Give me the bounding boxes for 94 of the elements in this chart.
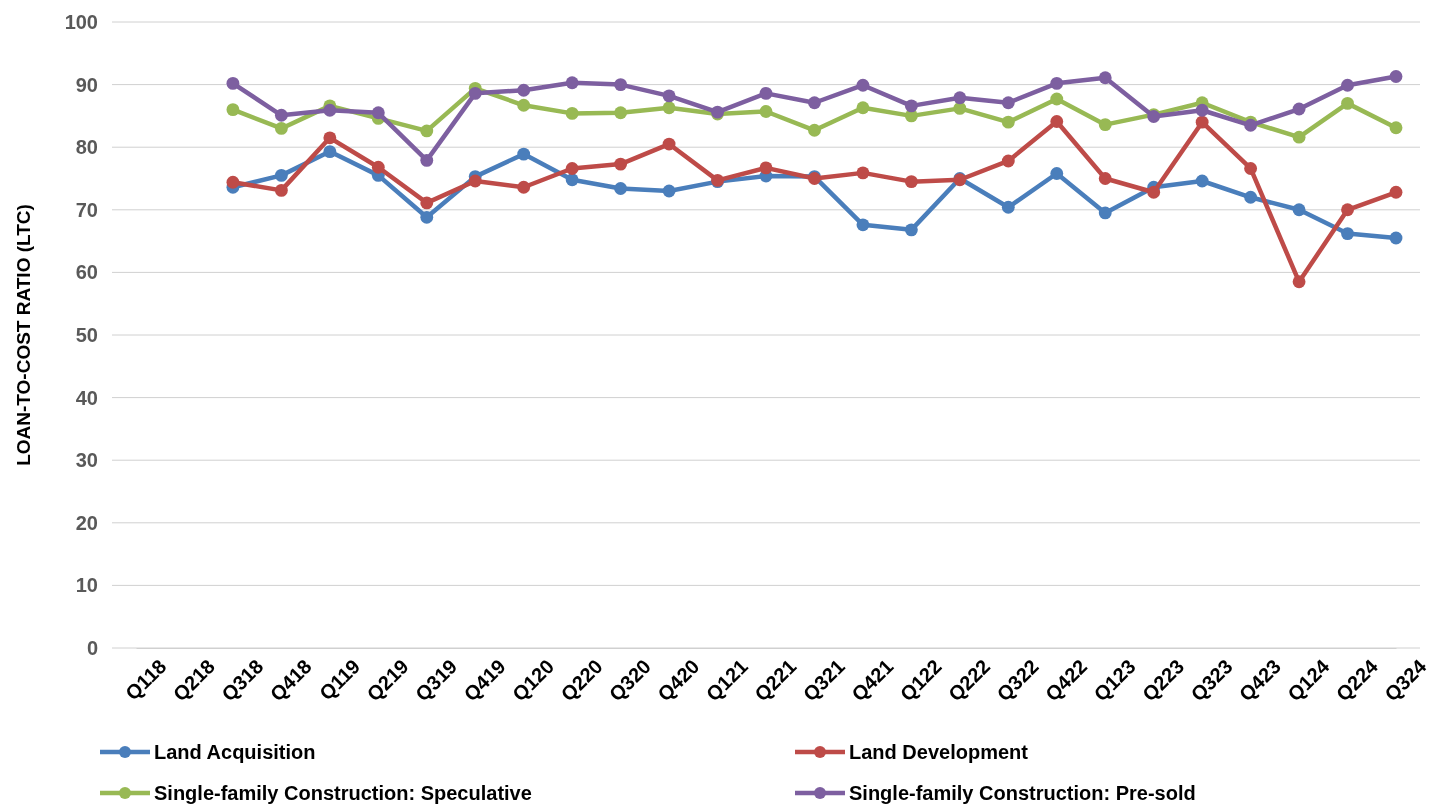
point: [420, 210, 434, 224]
y-tick-label: 50: [75, 323, 98, 346]
point: [856, 218, 870, 232]
point: [1341, 203, 1354, 217]
point: [1001, 200, 1015, 214]
point: [420, 124, 434, 138]
point: [614, 182, 628, 195]
point: [371, 160, 385, 174]
point: [565, 162, 579, 175]
point: [517, 180, 531, 194]
point: [856, 78, 870, 92]
y-tick-label: 30: [75, 449, 98, 472]
point: [1001, 115, 1015, 129]
point: [1389, 70, 1403, 83]
point: [1195, 115, 1209, 129]
point: [662, 89, 676, 103]
point: [274, 168, 288, 182]
point: [662, 137, 676, 151]
legend-label: Single-family Construction: Speculative: [154, 782, 532, 804]
y-tick-label: 90: [75, 73, 98, 96]
point: [1244, 162, 1258, 175]
point: [565, 173, 579, 187]
point: [226, 103, 240, 117]
point: [323, 145, 337, 158]
point: [614, 78, 628, 92]
point: [371, 106, 385, 120]
point: [1389, 185, 1403, 199]
point: [1389, 231, 1403, 245]
y-tick-label: 70: [75, 198, 98, 221]
point: [1098, 172, 1112, 185]
legend-label: Single-family Construction: Pre-sold: [849, 782, 1196, 804]
point: [808, 96, 821, 110]
point: [1098, 71, 1112, 85]
point: [1292, 102, 1306, 116]
point: [1147, 185, 1161, 199]
point: [1050, 92, 1064, 106]
point: [1050, 115, 1064, 128]
point: [517, 98, 531, 112]
y-tick-label: 100: [64, 10, 98, 33]
point: [1001, 96, 1015, 110]
legend-label: Land Development: [849, 741, 1029, 763]
y-tick-label: 20: [75, 511, 98, 534]
point: [274, 122, 288, 135]
point: [904, 223, 918, 237]
point: [1001, 154, 1015, 168]
point: [420, 196, 434, 210]
point: [953, 101, 967, 115]
point: [904, 99, 918, 113]
y-tick-label: 0: [86, 636, 98, 659]
point: [759, 105, 773, 118]
point: [614, 106, 628, 120]
point: [274, 183, 288, 197]
y-tick-label: 60: [75, 261, 98, 284]
point: [1341, 96, 1354, 110]
point: [1292, 130, 1306, 144]
point: [856, 101, 870, 115]
y-tick-label: 80: [75, 136, 98, 159]
point: [517, 83, 531, 97]
point: [468, 174, 482, 188]
y-axis-title: LOAN-TO-COST RATIO (LTC): [13, 204, 34, 466]
point: [662, 184, 676, 198]
point: [1195, 103, 1209, 117]
point: [1195, 174, 1209, 188]
point: [226, 76, 240, 90]
y-tick-label: 40: [75, 386, 98, 409]
point: [1292, 275, 1306, 289]
point: [468, 86, 482, 100]
point: [759, 161, 773, 175]
point: [1341, 78, 1354, 92]
point: [274, 108, 288, 122]
point: [226, 175, 240, 189]
point: [953, 91, 967, 105]
point: [662, 101, 676, 115]
y-tick-label: 10: [75, 574, 98, 597]
point: [1292, 203, 1306, 217]
point: [1098, 206, 1112, 220]
point: [565, 106, 579, 120]
point: [323, 103, 337, 117]
point: [1050, 76, 1064, 90]
point: [759, 86, 773, 100]
point: [904, 175, 918, 189]
point: [517, 147, 531, 161]
point: [1098, 118, 1112, 132]
point: [1244, 190, 1258, 204]
point: [856, 166, 870, 180]
point: [1050, 167, 1064, 180]
point: [565, 76, 579, 90]
point: [323, 131, 337, 145]
point: [1389, 121, 1403, 135]
legend-label: Land Acquisition: [154, 741, 316, 763]
point: [614, 157, 628, 171]
point: [808, 123, 821, 137]
point: [1341, 227, 1354, 241]
point: [420, 153, 434, 167]
